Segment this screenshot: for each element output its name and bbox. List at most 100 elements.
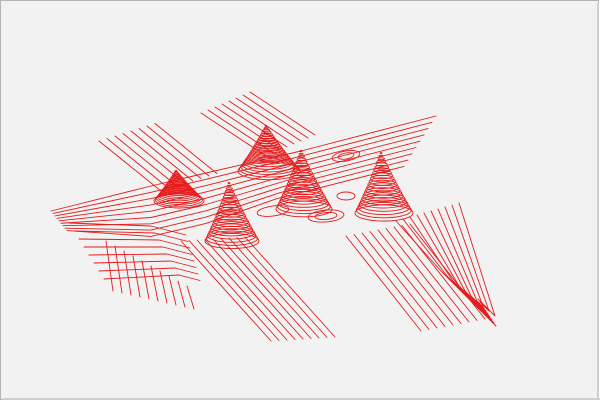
band-line: [64, 159, 409, 231]
cross-road-lower-left: [188, 240, 280, 341]
left-edge-line: [114, 245, 123, 294]
peak-ring: [281, 188, 325, 202]
cross-road-lower-left: [236, 237, 328, 338]
peak-ring: [379, 151, 383, 155]
peak-ring: [361, 192, 406, 206]
valley-oval: [337, 152, 355, 160]
peak-ring: [211, 218, 251, 231]
cross-road-lower-left: [204, 239, 296, 340]
peak-ring: [263, 127, 269, 130]
peak-ring: [354, 204, 414, 222]
cross-road-upper-left: [154, 123, 218, 174]
peak-ring: [219, 201, 241, 209]
peak-ring: [357, 199, 411, 216]
peak-ring: [226, 184, 232, 187]
cross-road-upper-left: [106, 138, 170, 189]
peak-ring: [374, 164, 390, 170]
peak-ring: [216, 209, 245, 218]
peak-ring: [255, 139, 279, 147]
peak-ring: [168, 178, 186, 184]
peak-ring: [210, 221, 252, 234]
band-lower-line: [103, 274, 201, 281]
band-lower-line: [98, 267, 199, 275]
left-edge-line: [159, 270, 168, 304]
peak-ring: [207, 228, 257, 243]
peak-3: [275, 149, 333, 218]
peaks: [153, 124, 414, 250]
valley-oval: [331, 150, 361, 162]
peak-ring: [209, 223, 254, 237]
peak-ring: [169, 177, 185, 183]
cross-road-lower-right: [377, 229, 454, 326]
peak-ring: [286, 179, 319, 189]
cross-road-lower-left: [228, 237, 320, 339]
cross-road-lower-right: [361, 232, 438, 329]
right-edge-line: [409, 216, 493, 321]
peak-ring: [154, 192, 204, 207]
cross-road-lower-right: [353, 234, 430, 330]
peak-4: [354, 151, 414, 222]
peak-ring: [160, 187, 197, 198]
peak-ring: [166, 180, 189, 188]
peak-ring: [163, 183, 192, 193]
cross-road-lower-right: [345, 235, 422, 332]
peak-ring: [366, 182, 400, 193]
peak-ring: [296, 157, 307, 161]
left-edge-line: [105, 240, 114, 292]
band-line: [52, 121, 433, 214]
peak-ring: [363, 187, 403, 199]
peak-ring: [246, 151, 291, 165]
peak-ring: [377, 157, 386, 161]
peak-ring: [225, 187, 233, 190]
peak-ring: [215, 211, 247, 221]
peak-ring: [256, 137, 278, 145]
right-edge-line: [430, 210, 487, 312]
cross-road-lower-left: [196, 239, 288, 341]
band-lower-line: [68, 222, 187, 236]
peak-ring: [158, 189, 199, 202]
peak-5: [153, 169, 205, 209]
band-lower-line: [83, 246, 193, 255]
right-edge-line: [402, 218, 495, 324]
peak-ring: [378, 154, 384, 157]
peak-ring: [276, 198, 331, 215]
band-line: [54, 128, 429, 217]
peak-ring: [283, 186, 324, 199]
peak-ring: [251, 144, 284, 155]
peak-ring: [376, 159, 387, 164]
peak-ring: [222, 194, 237, 200]
band-line: [50, 115, 437, 212]
band-lower-line: [88, 253, 195, 262]
cross-road-upper-left: [146, 125, 210, 177]
peak-ring: [298, 152, 304, 155]
peak-ring: [297, 155, 305, 158]
peak-ring: [223, 192, 236, 196]
peak-ring: [243, 155, 294, 170]
left-edge-line: [186, 285, 195, 310]
peak-ring: [278, 196, 330, 211]
right-edge-line: [416, 214, 491, 318]
peak-ring: [217, 206, 244, 215]
peak-ring: [237, 161, 301, 181]
left-edge-line: [132, 255, 141, 298]
right-edge-line: [423, 212, 489, 315]
valley-oval: [336, 191, 356, 201]
peak-ring: [373, 167, 391, 173]
band-line: [58, 140, 421, 222]
cross-road-lower-left: [180, 240, 272, 342]
cross-road-lower-left: [212, 238, 304, 340]
peak-ring: [262, 128, 271, 132]
peak-ring: [294, 162, 309, 168]
peak-ring: [224, 189, 235, 193]
peak-ring: [205, 230, 258, 246]
peak-1: [237, 124, 301, 181]
peak-ring: [174, 169, 178, 173]
cross-road-upper-mid: [249, 91, 316, 136]
band-line: [62, 153, 413, 227]
peak-ring: [372, 169, 392, 177]
valley-oval: [307, 209, 345, 223]
contour-lines: [50, 91, 497, 342]
band-lower-line: [93, 260, 197, 268]
